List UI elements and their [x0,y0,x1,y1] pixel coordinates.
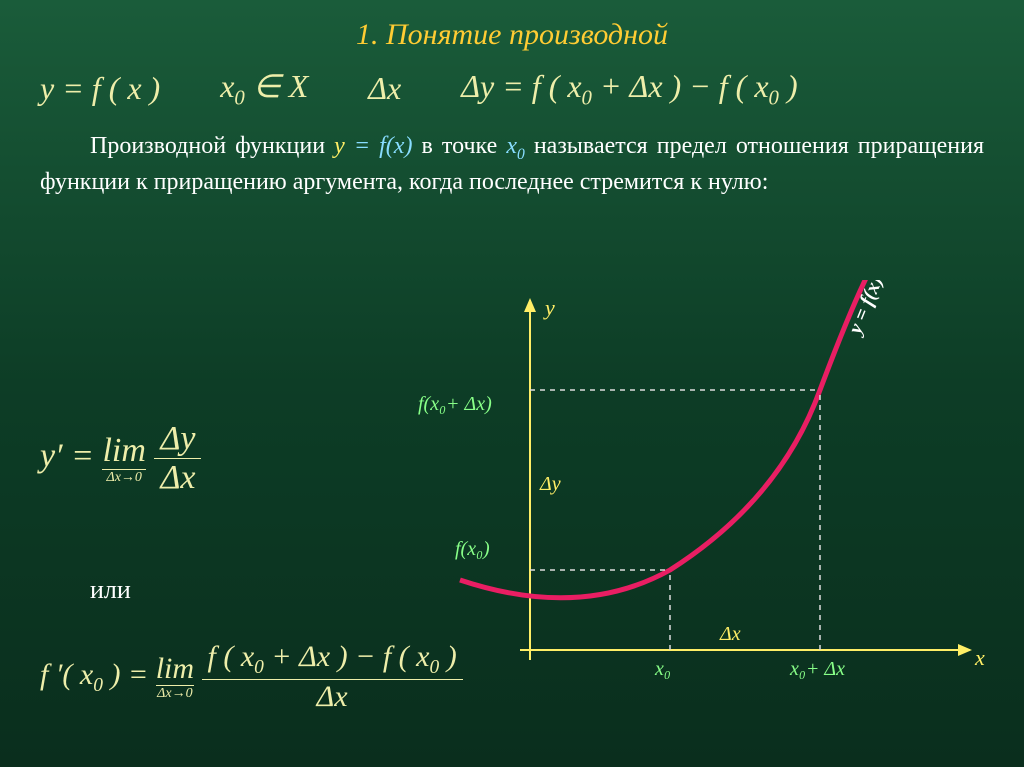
derivative-chart: y x x₀ x₀+ Δx f(x₀) f(x₀+ Δx) Δy Δx y = … [400,280,1000,720]
formula-row: y = f ( x ) x0 ∈ X Δx Δy = f ( x0 + Δx )… [0,52,1024,120]
x-axis-label: x [974,645,985,670]
x0dx-label: x₀+ Δx [789,658,845,680]
fx0dx-label: f(x₀+ Δx) [418,393,492,415]
slide-title: 1. Понятие производной [0,0,1024,52]
dy-label: Δy [539,473,561,495]
formula-x0inX: x0 ∈ X [220,67,308,110]
formula-dx: Δx [368,70,401,107]
formula-yfx: y = f ( x ) [40,70,160,107]
or-label: или [90,575,131,605]
dx-label: Δx [719,623,741,645]
y-axis-label: y [543,295,555,320]
limit-formula-short: y′ = lim Δx→0 Δy Δx [40,420,201,497]
fx0-label: f(x₀) [455,538,490,560]
definition-text: Производной функции y = f(x) в точке x0 … [0,120,1024,209]
function-curve [460,280,870,598]
formula-dy: Δy = f ( x0 + Δx ) − f ( x0 ) [461,68,797,110]
x0-label: x₀ [654,658,671,680]
